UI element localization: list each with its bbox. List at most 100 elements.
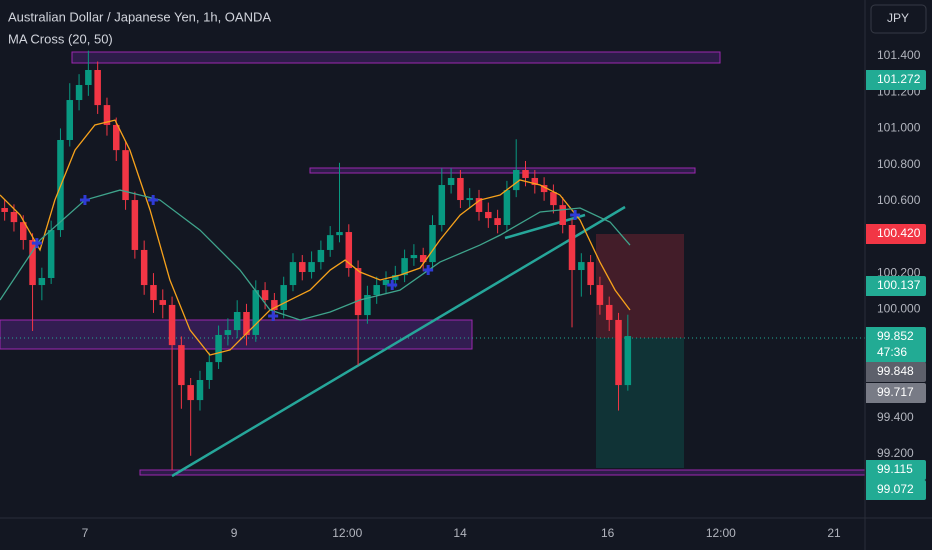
candle-body xyxy=(131,200,139,250)
indicator-label: MA Cross (20, 50) xyxy=(8,31,113,46)
price-tag-label: 100.137 xyxy=(877,278,921,292)
price-tag-label: 99.852 xyxy=(877,329,914,343)
candle-body xyxy=(522,170,529,178)
chart-title: Australian Dollar / Japanese Yen, 1h, OA… xyxy=(8,9,271,24)
y-tick-label: 100.200 xyxy=(877,265,921,279)
candle-body xyxy=(140,249,148,286)
cross-marker xyxy=(31,238,42,249)
candle-body xyxy=(354,268,362,316)
price-tag-label: 101.272 xyxy=(877,72,921,86)
candle-body xyxy=(419,255,427,263)
candle-body xyxy=(615,319,622,386)
candle-body xyxy=(326,235,334,250)
currency-button[interactable] xyxy=(870,4,927,34)
price-tag xyxy=(866,276,926,296)
cross-marker xyxy=(79,195,90,206)
y-tick-label: 99.200 xyxy=(877,446,914,460)
candle-body xyxy=(345,232,353,269)
trend-line xyxy=(504,213,586,240)
price-tag-label: 99.072 xyxy=(877,482,914,496)
price-tag xyxy=(866,480,926,500)
cross-marker xyxy=(148,195,159,206)
candle-body xyxy=(85,69,92,86)
candle-body xyxy=(596,285,604,305)
stop-zone xyxy=(596,234,684,338)
zone xyxy=(309,167,696,174)
price-tag-swatch xyxy=(866,362,868,382)
x-tick-label: 12:00 xyxy=(332,526,362,540)
candle-body xyxy=(382,279,390,286)
candle-body xyxy=(559,205,566,225)
candle-body xyxy=(75,85,83,101)
candle-body xyxy=(252,290,260,335)
candle-body xyxy=(531,177,539,186)
price-tag-swatch xyxy=(866,383,868,403)
candle-body xyxy=(261,290,269,301)
candle-body xyxy=(113,124,120,151)
y-tick-label: 100.600 xyxy=(877,193,921,207)
candle-body xyxy=(447,177,455,186)
candle-body xyxy=(215,334,222,363)
y-tick-label: 101.400 xyxy=(877,48,921,62)
y-tick-label: 101.000 xyxy=(877,121,921,135)
candle-body xyxy=(624,336,632,386)
candle-body xyxy=(10,211,18,223)
price-tag xyxy=(866,460,926,480)
cross-marker xyxy=(423,265,434,276)
candle-body xyxy=(308,262,315,273)
target-zone xyxy=(596,338,684,468)
candle-body xyxy=(503,190,511,225)
candle-body xyxy=(289,262,297,286)
x-tick-label: 21 xyxy=(827,526,841,540)
candle-body xyxy=(29,240,36,286)
x-tick-label: 7 xyxy=(82,526,89,540)
zone xyxy=(71,51,721,64)
candle-body xyxy=(38,277,46,286)
price-tag-countdown: 47:36 xyxy=(877,345,907,359)
candle-body xyxy=(271,300,278,311)
price-tag-label: 99.115 xyxy=(877,462,913,476)
candle-body xyxy=(206,362,213,380)
candle-body xyxy=(438,185,446,225)
candle-body xyxy=(243,311,250,335)
candle-body xyxy=(429,224,436,263)
candle-body xyxy=(94,69,101,106)
cross-marker xyxy=(387,280,398,291)
price-tag xyxy=(866,70,926,90)
candle-body xyxy=(605,304,613,320)
candle-body xyxy=(280,285,287,311)
candle-body xyxy=(19,222,27,241)
cross-marker xyxy=(268,310,279,321)
candle-body xyxy=(373,285,380,295)
x-tick-label: 14 xyxy=(453,526,467,540)
moving-average xyxy=(0,119,631,356)
cross-marker xyxy=(570,210,581,221)
candle-body xyxy=(401,258,408,276)
x-tick-label: 12:00 xyxy=(706,526,736,540)
candle-body xyxy=(47,230,55,278)
candle-body xyxy=(457,177,464,201)
price-tag-swatch xyxy=(866,460,868,480)
price-tag xyxy=(866,224,926,244)
candle-body xyxy=(466,198,473,201)
price-tag xyxy=(866,362,926,382)
price-tag-swatch xyxy=(866,70,868,90)
price-tag-swatch xyxy=(866,480,868,500)
y-tick-label: 100.000 xyxy=(877,301,921,315)
candle-body xyxy=(178,345,185,386)
candle-body xyxy=(159,300,167,305)
candle-body xyxy=(392,275,399,280)
candle-body xyxy=(578,262,585,271)
price-tag-label: 100.420 xyxy=(877,226,921,240)
candle-body xyxy=(299,262,306,273)
candle-body xyxy=(587,262,594,286)
candle-body xyxy=(512,170,520,191)
candle-body xyxy=(233,311,241,331)
candle-body xyxy=(550,192,557,206)
price-tag-swatch xyxy=(866,327,868,363)
candle-body xyxy=(196,379,204,401)
x-tick-label: 16 xyxy=(601,526,615,540)
candle-body xyxy=(494,218,501,225)
currency-label[interactable]: JPY xyxy=(887,11,909,25)
